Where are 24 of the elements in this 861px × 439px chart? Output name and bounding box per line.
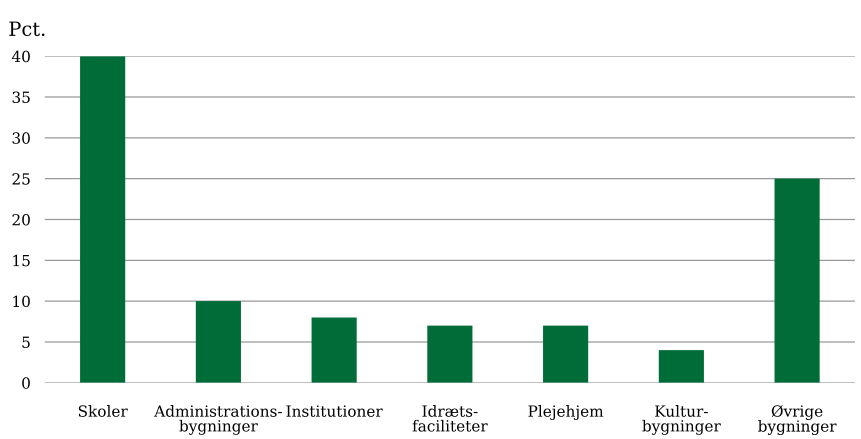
bar (543, 326, 588, 383)
bar (312, 317, 357, 383)
x-tick-label: Kultur- bygninger (642, 405, 721, 435)
bar (774, 178, 820, 383)
y-tick-label: 25 (12, 173, 30, 185)
x-tick-label: Institutioner (286, 405, 383, 417)
x-tick-label: Skoler (78, 405, 128, 417)
y-tick-label: 5 (22, 336, 30, 348)
y-tick-label: 40 (12, 50, 30, 62)
x-tick-label: Plejehjem (528, 405, 604, 420)
bar (658, 350, 704, 383)
y-tick-label: 30 (12, 132, 30, 144)
y-axis-title: Pct. (9, 22, 44, 36)
y-tick-label: 35 (12, 91, 30, 104)
bar (427, 326, 472, 383)
y-tick-label: 10 (13, 296, 30, 308)
x-tick-label: Idræts- faciliteter (412, 405, 488, 432)
x-tick-label: Administrations- bygninger (154, 405, 282, 435)
y-tick-label: 20 (12, 214, 30, 226)
x-tick-label: Øvrige bygninger (758, 405, 837, 435)
bar (80, 56, 126, 383)
y-tick-label: 15 (13, 254, 30, 266)
y-tick-label: 0 (22, 377, 30, 389)
bar (196, 301, 241, 383)
